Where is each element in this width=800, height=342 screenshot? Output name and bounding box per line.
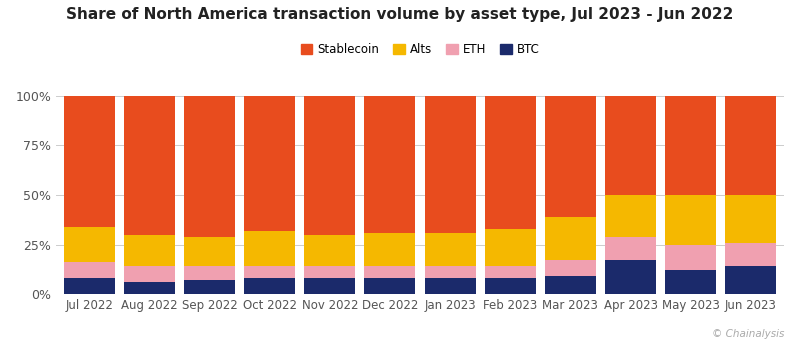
Bar (124, 96, 175, 235)
Bar (63, 227, 114, 262)
Legend: Stablecoin, Alts, ETH, BTC: Stablecoin, Alts, ETH, BTC (296, 38, 544, 61)
Bar (726, 96, 777, 195)
Text: Share of North America transaction volume by asset type, Jul 2023 - Jun 2022: Share of North America transaction volum… (66, 7, 734, 22)
Bar (665, 195, 716, 245)
Bar (184, 280, 235, 294)
Bar (425, 233, 476, 266)
Bar (545, 276, 596, 294)
Bar (63, 278, 114, 294)
Bar (124, 282, 175, 294)
Bar (605, 96, 656, 195)
Bar (244, 96, 295, 231)
Bar (545, 217, 596, 260)
Bar (304, 266, 355, 278)
Bar (184, 237, 235, 266)
Bar (605, 260, 656, 294)
Bar (605, 195, 656, 237)
Bar (184, 96, 235, 237)
Bar (726, 266, 777, 294)
Bar (605, 237, 656, 260)
Bar (485, 96, 536, 229)
Bar (726, 242, 777, 266)
Bar (665, 245, 716, 270)
Text: © Chainalysis: © Chainalysis (712, 329, 784, 339)
Bar (364, 233, 415, 266)
Bar (425, 96, 476, 233)
Bar (485, 266, 536, 278)
Bar (244, 231, 295, 266)
Bar (304, 96, 355, 235)
Bar (304, 278, 355, 294)
Bar (665, 270, 716, 294)
Bar (244, 266, 295, 278)
Bar (665, 96, 716, 195)
Bar (364, 278, 415, 294)
Bar (485, 229, 536, 266)
Bar (63, 262, 114, 278)
Bar (425, 266, 476, 278)
Bar (124, 235, 175, 266)
Bar (63, 96, 114, 227)
Bar (485, 278, 536, 294)
Bar (545, 260, 596, 276)
Bar (364, 96, 415, 233)
Bar (726, 195, 777, 242)
Bar (304, 235, 355, 266)
Bar (545, 96, 596, 217)
Bar (184, 266, 235, 280)
Bar (364, 266, 415, 278)
Bar (244, 278, 295, 294)
Bar (425, 278, 476, 294)
Bar (124, 266, 175, 282)
